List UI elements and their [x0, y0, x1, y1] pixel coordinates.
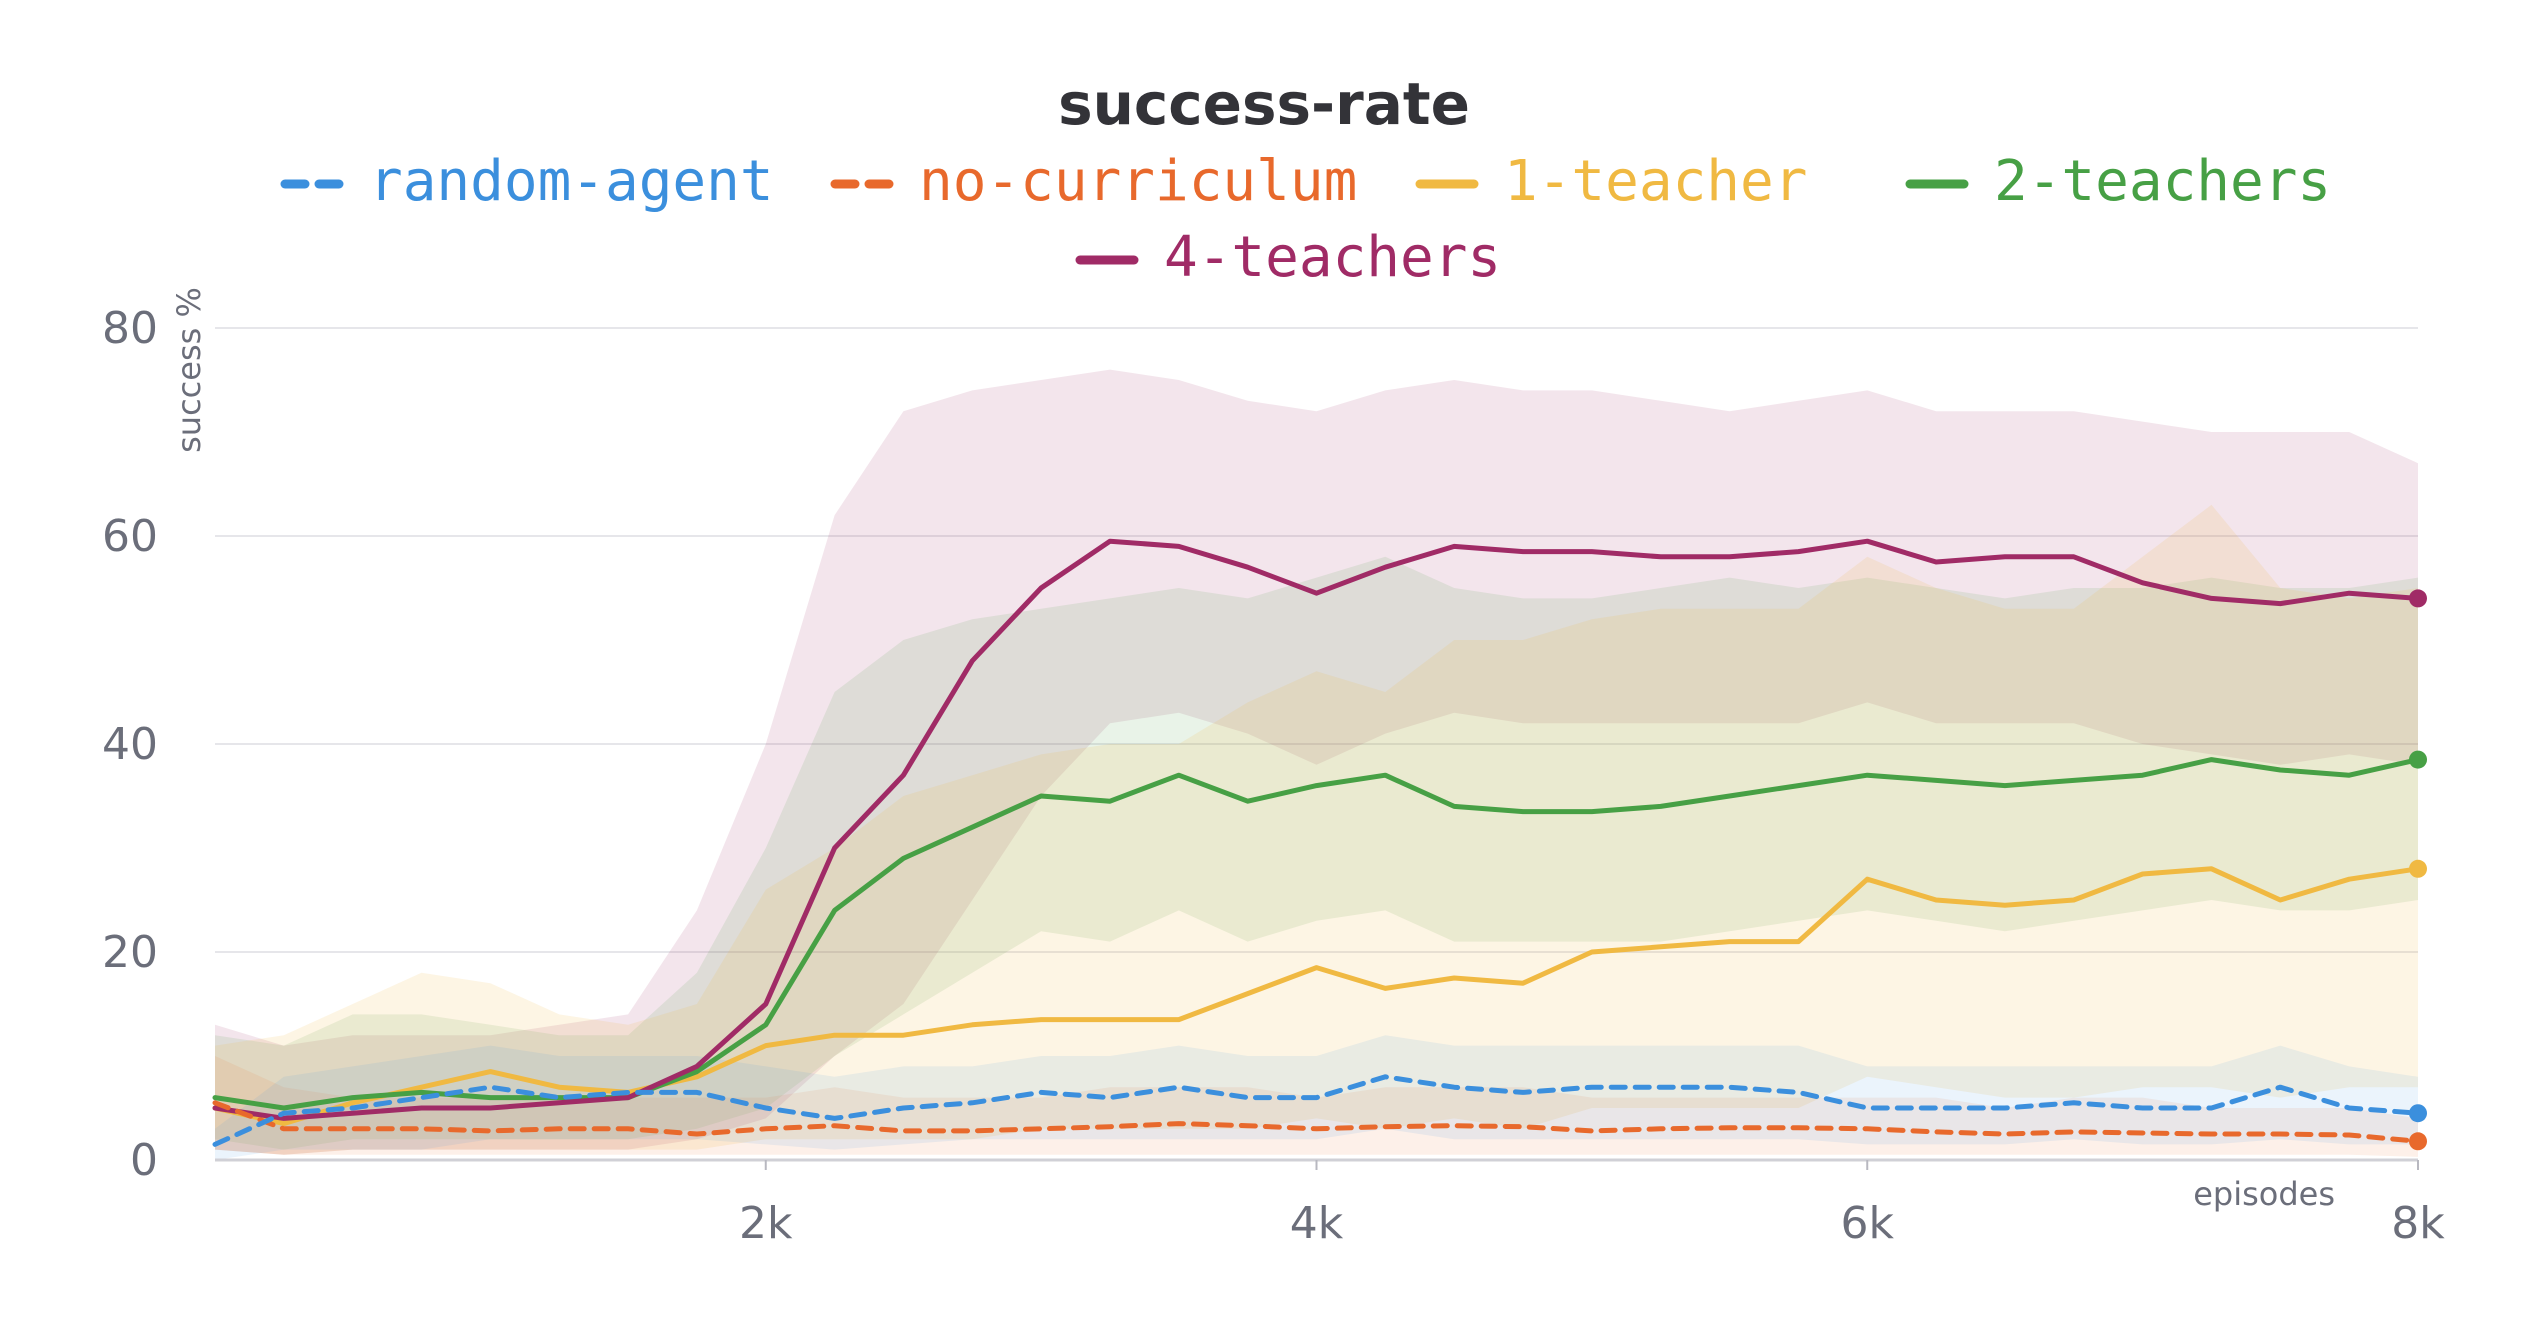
- confidence-bands: [215, 369, 2418, 1160]
- endpoint-random-agent: [2409, 1104, 2427, 1123]
- legend-item-4-teachers: 4-teachers: [1075, 225, 1501, 290]
- x-tick-label-6k: 6k: [1841, 1198, 1895, 1249]
- legend-label-2-teachers: 2-teachers: [1994, 149, 2331, 214]
- line-random-agent: [212, 1074, 2421, 1147]
- y-tick-label-80: 80: [102, 303, 158, 354]
- legend-label-4-teachers: 4-teachers: [1164, 225, 1501, 290]
- endpoint-1-teacher: [2409, 859, 2427, 878]
- line-no-curriculum: [212, 1100, 2421, 1144]
- band-1-teacher: [215, 504, 2418, 1155]
- legend-item-random-agent: random-agent: [280, 149, 774, 214]
- chart-title: success-rate: [1058, 70, 1470, 138]
- band-no-curriculum: [215, 1056, 2418, 1157]
- series-lines: [212, 538, 2421, 1147]
- endpoint-no-curriculum: [2409, 1132, 2427, 1151]
- x-tick-label-4k: 4k: [1290, 1198, 1344, 1249]
- legend: random-agent no-curriculum 1-teacher 2-teac…: [280, 149, 2331, 290]
- y-axis-label: success %: [170, 287, 208, 453]
- endpoint-4-teachers: [2409, 589, 2427, 608]
- legend-label-1-teacher: 1-teacher: [1504, 149, 1807, 214]
- line-1-teacher: [212, 866, 2421, 1127]
- legend-label-no-curriculum: no-curriculum: [919, 149, 1357, 214]
- band-4-teachers: [215, 369, 2418, 1155]
- line-4-teachers: [212, 538, 2421, 1121]
- legend-item-1-teacher: 1-teacher: [1415, 149, 1807, 214]
- y-tick-label-0: 0: [130, 1135, 158, 1186]
- legend-label-random-agent: random-agent: [369, 149, 774, 214]
- y-tick-label-20: 20: [102, 927, 158, 978]
- y-tick-label-40: 40: [102, 719, 158, 770]
- x-tick-label-2k: 2k: [739, 1198, 793, 1249]
- line-2-teachers: [212, 757, 2421, 1111]
- legend-item-2-teachers: 2-teachers: [1905, 149, 2331, 214]
- y-tick-label-60: 60: [102, 511, 158, 562]
- x-tick-label-8k: 8k: [2391, 1198, 2445, 1249]
- x-axis-label: episodes: [2193, 1175, 2335, 1213]
- endpoint-2-teachers: [2409, 750, 2427, 769]
- gridlines: 0 20 40 60 80: [102, 303, 2418, 1186]
- axes: 2k 4k 6k 8k: [215, 1158, 2445, 1249]
- series-endpoints: [2409, 589, 2427, 1151]
- legend-item-no-curriculum: no-curriculum: [830, 149, 1357, 214]
